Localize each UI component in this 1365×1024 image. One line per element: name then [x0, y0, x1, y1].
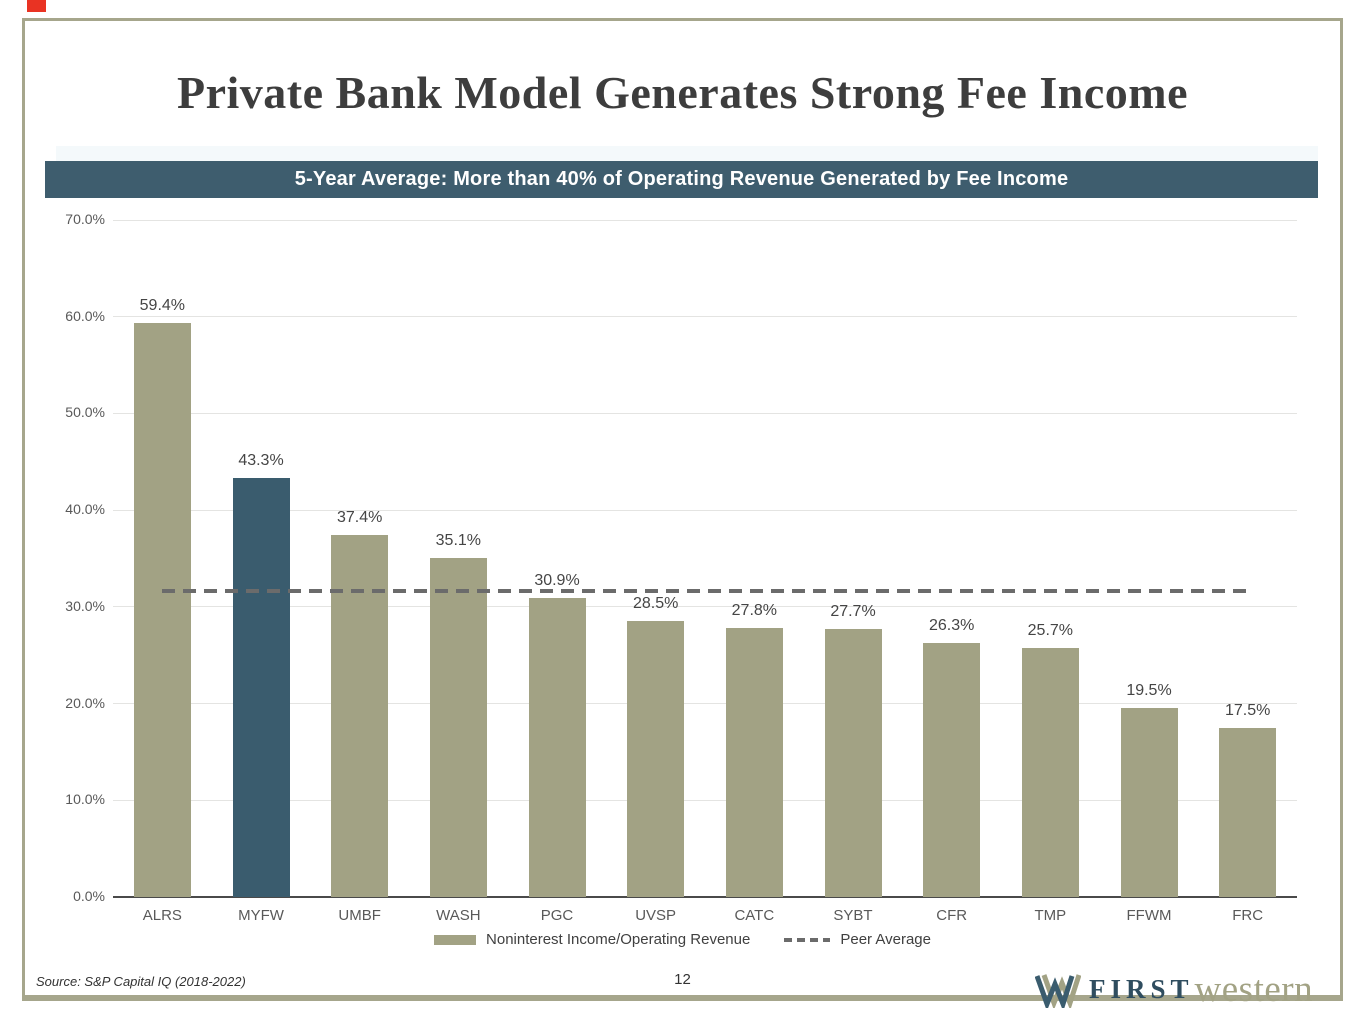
legend-item-peer-average: Peer Average [784, 931, 931, 948]
banner-top-strip [56, 146, 1318, 161]
gridline [113, 509, 1297, 511]
legend-label: Noninterest Income/Operating Revenue [486, 931, 751, 948]
bar-value-label: 28.5% [632, 595, 679, 613]
gridline [113, 606, 1297, 608]
gridline [113, 219, 1297, 221]
logo-text-first: FIRST [1089, 973, 1194, 1004]
bar-wash [429, 557, 487, 897]
chart-banner-text: 5-Year Average: More than 40% of Operati… [294, 168, 1069, 190]
x-axis-category-label: SYBT [833, 907, 873, 924]
bar-value-label: 19.5% [1126, 682, 1172, 700]
w-mark-icon [1035, 974, 1081, 1008]
gridline [113, 316, 1297, 318]
x-axis-category-label: UVSP [635, 907, 677, 924]
bar-value-label: 59.4% [139, 296, 186, 314]
legend-item-noninterest: Noninterest Income/Operating Revenue [434, 931, 750, 948]
first-western-logo: FIRST western [1035, 964, 1335, 1014]
y-axis-tick-label: 60.0% [65, 307, 105, 324]
logo-text-western: western [1194, 968, 1314, 1010]
bar-value-label: 26.3% [928, 616, 975, 634]
y-axis-tick-label: 70.0% [65, 211, 105, 227]
gridline [113, 799, 1297, 801]
red-corner-marker [27, 0, 46, 12]
bar-tmp [1021, 648, 1079, 897]
gridline [113, 703, 1297, 705]
bar-value-label: 17.5% [1224, 701, 1271, 719]
slide-title: Private Bank Model Generates Strong Fee … [177, 67, 1188, 118]
y-axis-tick-label: 0.0% [73, 888, 105, 904]
source-note: Source: S&P Capital IQ (2018-2022) [36, 974, 246, 989]
bar-umbf [331, 535, 389, 897]
legend-dashed-line-swatch-icon [784, 937, 831, 942]
y-axis-tick-label: 20.0% [65, 694, 105, 711]
x-axis-category-label: PGC [540, 907, 574, 924]
x-axis-category-label: TMP [1034, 907, 1067, 924]
x-axis-category-label: UMBF [338, 907, 381, 924]
bar-value-label: 37.4% [336, 509, 383, 527]
bar-value-label: 27.7% [830, 603, 876, 621]
page-number: 12 [674, 971, 691, 988]
x-axis-category-label: FRC [1232, 907, 1264, 924]
bar-pgc [528, 598, 586, 897]
bar-alrs [133, 322, 191, 897]
y-axis-tick-label: 50.0% [65, 404, 105, 421]
bar-uvsp [627, 621, 685, 897]
bar-value-label: 25.7% [1027, 622, 1074, 640]
bar-value-label: 43.3% [238, 452, 284, 470]
x-axis-category-label: ALRS [142, 907, 182, 924]
legend-label: Peer Average [840, 931, 931, 948]
bar-frc [1219, 727, 1277, 897]
y-axis-tick-label: 40.0% [65, 501, 105, 518]
bar-sybt [824, 629, 882, 897]
x-axis-line [113, 896, 1297, 898]
x-axis-category-label: WASH [436, 907, 481, 924]
bar-value-label: 27.8% [731, 602, 778, 620]
legend-bar-swatch-icon [434, 934, 477, 945]
y-axis-tick-label: 10.0% [65, 791, 105, 808]
chart-banner: 5-Year Average: More than 40% of Operati… [45, 161, 1318, 198]
x-axis-category-label: CFR [936, 907, 968, 924]
y-axis-tick-label: 30.0% [65, 597, 105, 614]
x-axis-category-label: FFWM [1126, 907, 1172, 924]
bar-value-label: 30.9% [534, 572, 580, 590]
bar-catc [725, 628, 783, 897]
peer-average-line [162, 589, 1248, 594]
chart-legend: Noninterest Income/Operating Revenue Pee… [0, 931, 1365, 948]
bar-myfw [232, 478, 290, 897]
bar-value-label: 35.1% [435, 531, 482, 549]
x-axis-category-label: CATC [734, 907, 775, 924]
gridline [113, 412, 1297, 414]
x-axis-category-label: MYFW [238, 907, 284, 924]
bar-cfr [923, 642, 981, 897]
bar-ffwm [1120, 708, 1178, 897]
